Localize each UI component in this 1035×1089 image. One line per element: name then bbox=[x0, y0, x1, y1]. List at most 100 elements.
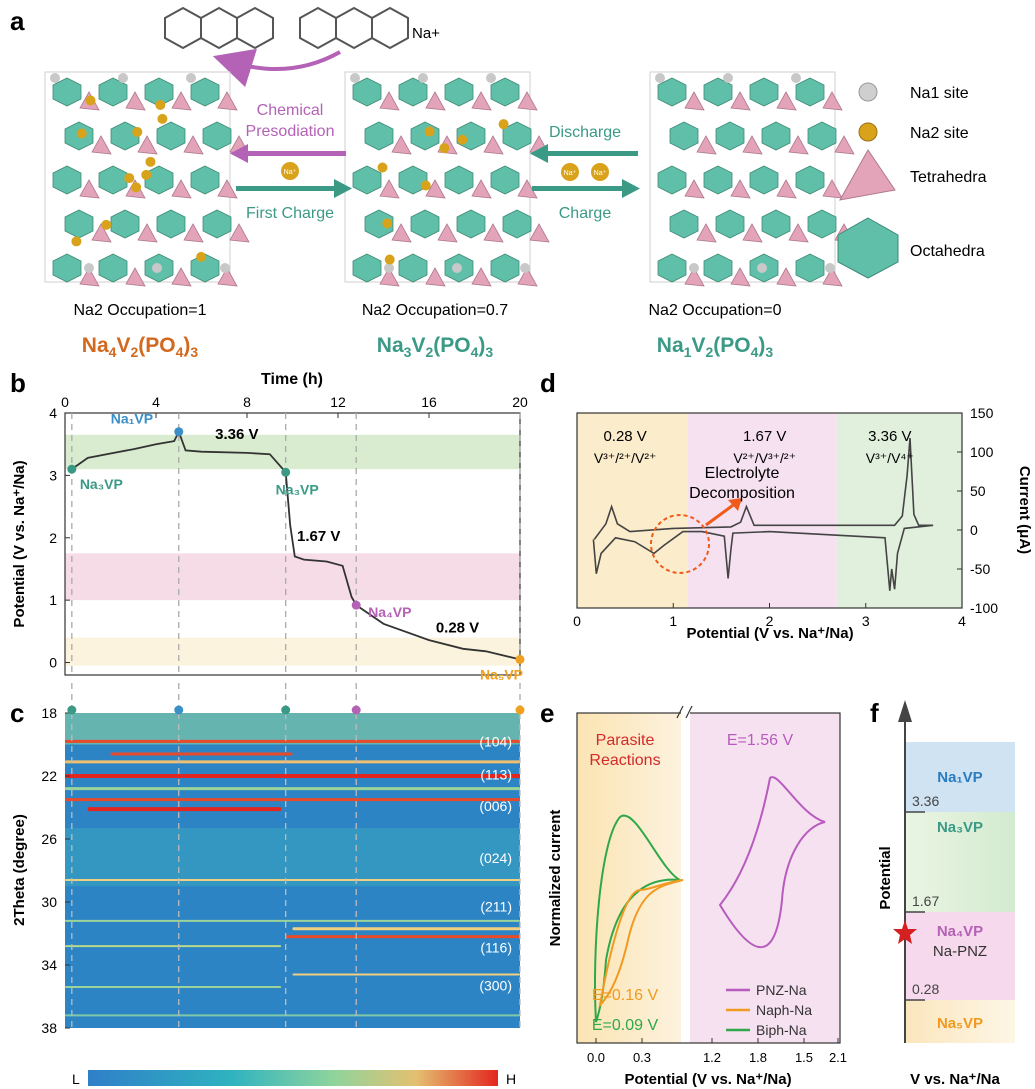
panel-d-cv: 0 1 2 3 4 150 100 50 0 -50 -100 Electrolyte Decompo… bbox=[573, 405, 1033, 642]
na2-site bbox=[141, 169, 152, 180]
na2-site-marker bbox=[858, 122, 878, 142]
threshold-028: 0.28 bbox=[912, 981, 939, 997]
diffraction-line bbox=[65, 787, 520, 791]
formula-na3v2po43: Na3V2(PO4)3 bbox=[377, 334, 494, 360]
tetrahedron bbox=[217, 91, 238, 111]
octahedron bbox=[190, 77, 220, 107]
tetrahedron bbox=[391, 135, 412, 155]
tetrahedron bbox=[730, 179, 751, 199]
phase-marker bbox=[67, 705, 77, 715]
tetrahedron bbox=[776, 267, 797, 287]
tetrahedra-marker bbox=[839, 149, 896, 201]
phase-label: Na₁VP bbox=[111, 411, 153, 427]
tetrahedron bbox=[471, 267, 492, 287]
phase-label: Na₅VP bbox=[480, 666, 523, 682]
y-tick-label: 50 bbox=[970, 483, 986, 499]
octahedron bbox=[703, 165, 733, 195]
octahedron bbox=[749, 77, 779, 107]
c-ylabel: 2Theta (degree) bbox=[11, 814, 28, 926]
tetrahedron bbox=[742, 223, 763, 243]
tetrahedron bbox=[183, 135, 204, 155]
octahedron bbox=[98, 77, 128, 107]
na1-site bbox=[757, 263, 767, 273]
crystal-structure-na4vp bbox=[44, 71, 250, 287]
na1-site bbox=[84, 263, 94, 273]
tetrahedron bbox=[171, 179, 192, 199]
discharge-label: Discharge bbox=[549, 124, 621, 141]
y-tick-label: 0 bbox=[970, 522, 978, 538]
level-na1vp bbox=[905, 742, 1015, 812]
octahedron bbox=[398, 253, 428, 283]
region-voltage-label: 0.28 V bbox=[603, 428, 646, 445]
tetrahedron bbox=[696, 135, 717, 155]
na1-site bbox=[50, 73, 60, 83]
level-na5vp bbox=[905, 1000, 1015, 1043]
phase-marker bbox=[281, 705, 291, 715]
octahedron bbox=[456, 209, 486, 239]
octahedron bbox=[444, 165, 474, 195]
tetrahedron bbox=[425, 179, 446, 199]
potential-region bbox=[687, 413, 837, 608]
legend-octa: Octahedra bbox=[910, 243, 985, 260]
axis-arrowhead bbox=[898, 700, 912, 722]
plateau-label: 0.28 V bbox=[436, 620, 479, 637]
charge-arrow bbox=[532, 179, 640, 198]
plateau-label: 3.36 V bbox=[215, 426, 258, 443]
x-tick-label: 1 bbox=[669, 613, 677, 629]
x-tick-label: 1.8 bbox=[749, 1050, 767, 1065]
tetrahedron bbox=[125, 267, 146, 287]
x-tick-label: 3 bbox=[862, 613, 870, 629]
plot-frame-e bbox=[576, 712, 841, 1044]
reduction-arrow bbox=[212, 48, 341, 88]
tetrahedron bbox=[776, 91, 797, 111]
octahedron bbox=[490, 165, 520, 195]
diffraction-line bbox=[87, 807, 282, 812]
na2-site bbox=[85, 95, 96, 106]
occupation-right: Na2 Occupation=0 bbox=[649, 302, 782, 319]
phenazine-anion-molecule bbox=[299, 6, 409, 50]
peak-label: (006) bbox=[479, 798, 512, 814]
y-tick-label: 38 bbox=[41, 1020, 57, 1036]
panel-letter-e: e bbox=[540, 698, 554, 728]
presodiation-label-2: Presodiation bbox=[246, 123, 335, 140]
phase-label: Na₄VP bbox=[368, 604, 411, 620]
parasite-label: Reactions bbox=[589, 752, 660, 769]
diffraction-line bbox=[285, 935, 520, 939]
tetrahedron bbox=[79, 267, 100, 287]
na1-site bbox=[520, 263, 530, 273]
peak-label: (116) bbox=[480, 940, 512, 956]
diffraction-line bbox=[65, 774, 520, 778]
plateau-band bbox=[65, 637, 520, 666]
tetrahedron bbox=[822, 179, 843, 199]
na1-site bbox=[118, 73, 128, 83]
x-tick-label: 4 bbox=[958, 613, 966, 629]
level-na4vp bbox=[905, 912, 1015, 1000]
octahedron bbox=[490, 253, 520, 283]
na2-site bbox=[420, 180, 431, 191]
tetrahedron bbox=[217, 267, 238, 287]
level-label-na1vp: Na₁VP bbox=[937, 769, 982, 786]
tetrahedron bbox=[684, 179, 705, 199]
phase-marker bbox=[515, 654, 525, 664]
diffraction-line bbox=[65, 919, 520, 922]
x-tick-label: 20 bbox=[512, 394, 528, 410]
plateau-band bbox=[65, 553, 520, 601]
phase-marker bbox=[351, 600, 361, 610]
tetrahedron bbox=[137, 223, 158, 243]
x-tick-label: 1.5 bbox=[795, 1050, 813, 1065]
diffraction-line bbox=[292, 927, 520, 931]
x-tick-label: 0 bbox=[573, 613, 581, 629]
na1-site bbox=[452, 263, 462, 273]
x-tick-label: 16 bbox=[421, 394, 437, 410]
na1-site bbox=[418, 73, 428, 83]
na2-site bbox=[384, 254, 395, 265]
x-tick-label: 2 bbox=[766, 613, 774, 629]
octahedron bbox=[110, 209, 140, 239]
na-ion-label: Na⁺ bbox=[284, 169, 297, 176]
panel-e-cv: 0.0 0.3 1.2 1.8 1.5 2.1 Parasite Reactions E=1.… bbox=[547, 704, 847, 1088]
tetrahedron bbox=[379, 267, 400, 287]
tetrahedron bbox=[822, 91, 843, 111]
phase-label: Na₃VP bbox=[80, 476, 123, 492]
potential-region bbox=[577, 413, 688, 608]
